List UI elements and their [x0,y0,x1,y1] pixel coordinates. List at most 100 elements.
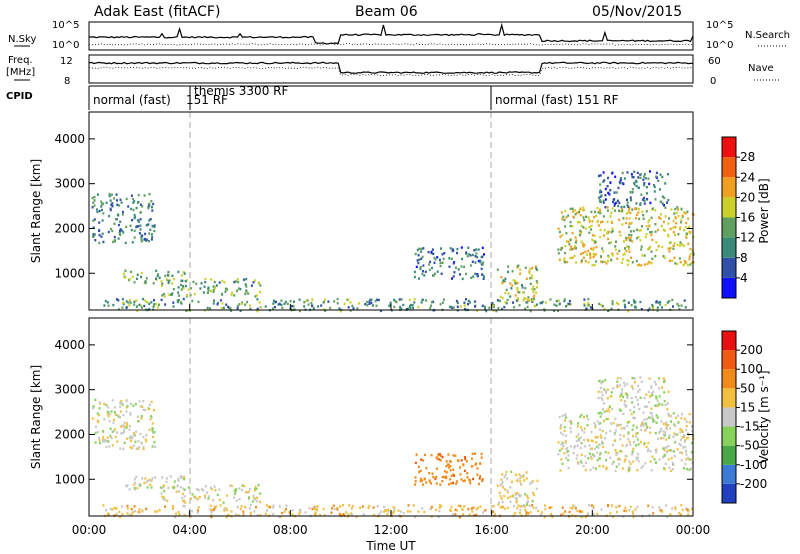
scatter-cell [689,230,692,233]
scatter-cell [589,306,592,309]
scatter-cell [121,513,124,516]
scatter-cell [350,507,353,510]
scatter-cell [140,238,143,242]
scatter-cell [641,254,644,257]
scatter-cell [618,209,620,212]
scatter-cell [406,510,409,513]
scatter-cell [204,277,207,281]
scatter-cell [457,459,460,463]
scatter-cell [516,299,518,302]
scatter-cell [540,301,543,305]
scatter-cell [472,275,475,278]
nsky-tick-top: 10^5 [52,20,79,31]
scatter-cell [212,302,215,305]
scatter-cell [210,487,213,491]
scatter-cell [450,505,453,509]
scatter-cell [163,490,166,493]
scatter-cell [512,301,514,304]
scatter-cell [676,262,679,266]
scatter-cell [130,513,133,516]
scatter-cell [447,453,450,456]
scatter-cell [121,306,124,309]
scatter-cell [587,249,590,253]
scatter-cell [600,194,603,197]
scatter-cell [509,295,512,298]
scatter-cell [664,206,667,209]
scatter-cell [145,277,148,280]
nsky-trace [89,22,694,45]
scatter-cell [502,279,505,282]
scatter-cell [576,211,578,215]
scatter-cell [214,489,217,492]
scatter-cell [617,424,620,427]
scatter-cell [642,217,645,220]
scatter-cell [145,480,148,483]
scatter-cell [655,175,657,178]
scatter-cell [120,425,123,428]
scatter-cell [118,232,121,235]
scatter-cell [535,487,538,491]
scatter-cell [507,270,510,274]
scatter-cell [212,288,215,292]
scatter-cell [113,240,116,243]
scatter-cell [624,306,627,309]
scatter-cell [192,280,195,284]
scatter-cell [629,211,632,214]
scatter-cell [667,390,670,393]
scatter-cell [589,252,591,255]
scatter-cell [151,205,153,209]
scatter-cell [133,217,136,220]
scatter-cell [146,486,149,489]
scatter-cell [174,516,177,519]
scatter-cell [678,442,681,446]
scatter-cell [685,424,688,428]
scatter-cell [663,399,666,403]
scatter-cell [477,506,480,509]
scatter-cell [464,457,467,461]
scatter-cell [92,405,95,408]
scatter-cell [644,177,647,180]
scatter-cell [171,507,174,510]
scatter-cell [129,301,132,304]
scatter-cell [429,260,432,264]
scatter-cell [591,453,594,456]
scatter-cell [638,388,641,391]
freq-tick-bottom: 8 [64,76,70,87]
scatter-cell [663,446,666,450]
scatter-cell [656,416,659,419]
scatter-cell [575,239,578,242]
scatter-cell [183,475,186,479]
scatter-cell [599,434,602,437]
scatter-cell [657,437,660,440]
scatter-cell [624,405,627,408]
scatter-cell [645,186,648,189]
colorbar-tick-label: 4 [740,271,748,285]
scatter-cell [435,467,438,470]
scatter-cell [614,245,617,248]
scatter-cell [449,469,452,472]
scatter-cell [673,450,676,453]
scatter-cell [643,175,646,178]
scatter-cell [519,268,522,271]
scatter-cell [141,234,144,238]
scatter-cell [125,426,128,429]
scatter-cell [674,441,677,444]
scatter-cell [197,506,200,509]
scatter-cell [650,407,653,410]
scatter-cell [130,402,133,405]
scatter-cell [225,303,228,306]
scatter-cell [513,306,516,309]
scatter-cell [626,204,629,207]
scatter-cell [625,217,628,220]
scatter-cell [601,445,604,449]
scatter-cell [656,399,659,403]
scatter-cell [121,297,124,301]
scatter-cell [658,506,661,509]
scatter-cell [590,504,593,507]
scatter-cell [239,309,242,312]
scatter-cell [679,451,682,454]
scatter-cell [414,515,417,519]
scatter-cell [191,493,194,496]
scatter-cell [418,277,421,280]
